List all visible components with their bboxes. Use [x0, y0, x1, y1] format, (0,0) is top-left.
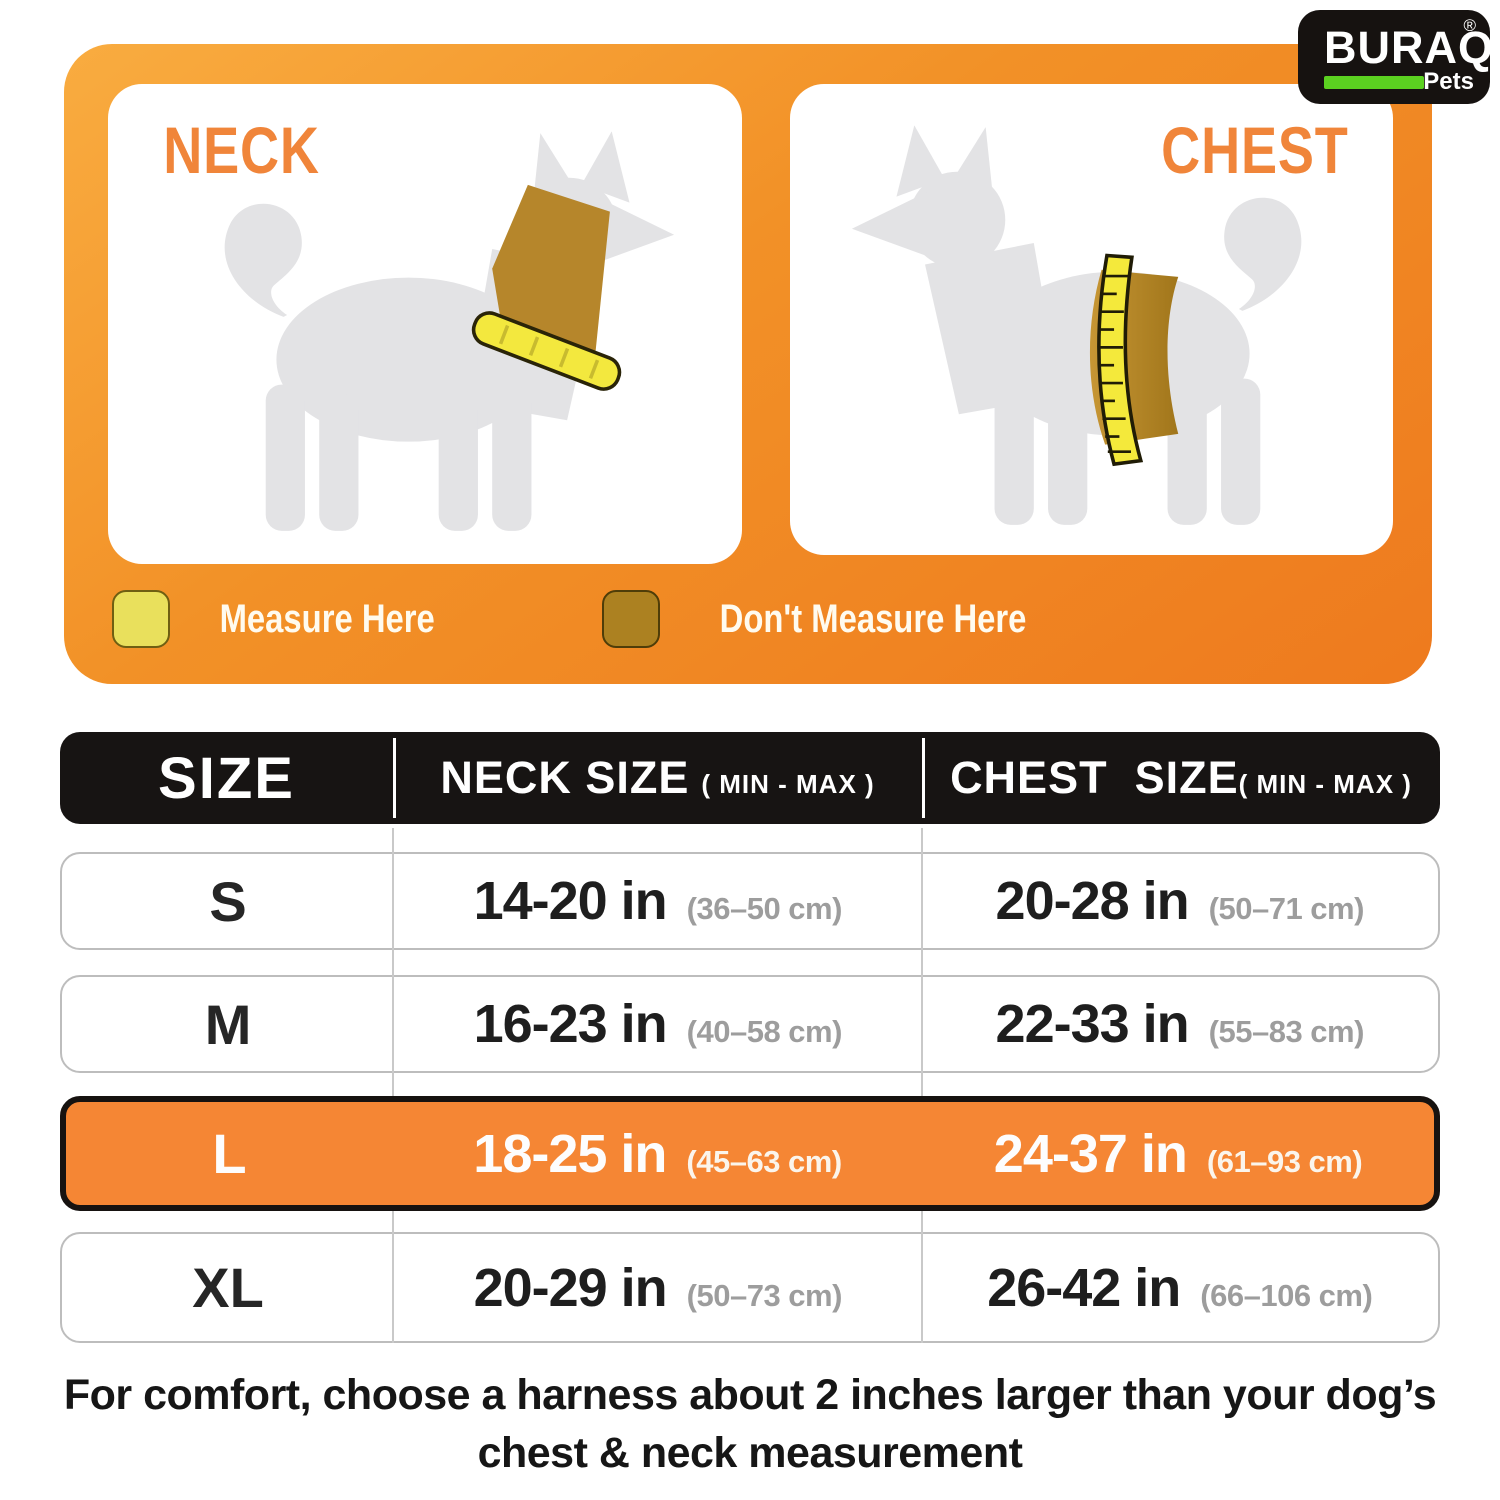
comfort-note-line1: For comfort, choose a harness about 2 in…	[63, 1371, 1437, 1419]
dog-silhouette	[224, 131, 675, 531]
legend: Measure Here Don't Measure Here	[112, 590, 1060, 648]
neck-inches: 14-20 in	[473, 871, 668, 931]
comfort-note: For comfort, choose a harness about 2 in…	[50, 1366, 1450, 1482]
table-row-l-highlighted: L 18-25 in (45–63 cm) 24-37 in (61–93 cm…	[60, 1096, 1440, 1211]
dont-measure-here-label: Don't Measure Here	[720, 596, 1027, 641]
chest-inches: 22-33 in	[995, 994, 1190, 1054]
header-divider	[922, 738, 925, 818]
chest-heading: CHEST	[1161, 113, 1349, 187]
neck-diagram-card: NECK	[108, 84, 742, 564]
brand-logo: BURAQ ® Pets	[1298, 10, 1493, 104]
header-neck-minmax: ( MIN - MAX )	[701, 769, 875, 799]
chest-cm: (50–71 cm)	[1208, 891, 1365, 926]
neck-inches: 20-29 in	[473, 1257, 668, 1318]
size-label: M	[204, 992, 252, 1056]
header-size: SIZE	[158, 745, 295, 811]
header-chest-minmax: ( MIN - MAX )	[1238, 769, 1412, 799]
column-divider	[392, 828, 394, 1343]
chest-cm: (55–83 cm)	[1208, 1014, 1365, 1049]
column-divider	[921, 828, 923, 1343]
table-row-xl: XL 20-29 in (50–73 cm) 26-42 in (66–106 …	[60, 1232, 1440, 1343]
chest-cm: (61–93 cm)	[1206, 1143, 1363, 1179]
measure-here-label: Measure Here	[219, 596, 435, 641]
chest-inches: 20-28 in	[995, 871, 1190, 931]
chest-diagram-card: CHEST	[790, 84, 1393, 555]
table-header: SIZE NECK SIZE ( MIN - MAX ) CHEST SIZE …	[60, 732, 1440, 824]
neck-inches: 18-25 in	[473, 1123, 667, 1184]
brand-name: BURAQ	[1324, 22, 1494, 73]
brand-subtitle: Pets	[1423, 68, 1474, 95]
chest-inches: 26-42 in	[987, 1257, 1181, 1318]
comfort-note-line2: chest & neck measurement	[477, 1429, 1023, 1478]
neck-measure-collar	[471, 311, 622, 391]
dont-measure-here-swatch-icon	[602, 590, 661, 648]
dog-silhouette	[851, 125, 1302, 525]
measuring-tape	[1097, 253, 1144, 467]
chest-inches: 24-37 in	[993, 1123, 1188, 1184]
logo-green-bar	[1324, 76, 1424, 89]
neck-dont-measure-band	[492, 184, 610, 351]
neck-cm: (45–63 cm)	[686, 1143, 842, 1179]
table-row-m: M 16-23 in (40–58 cm) 22-33 in (55–83 cm…	[60, 975, 1440, 1073]
dog-chest-illustration	[851, 125, 1302, 525]
neck-cm: (36–50 cm)	[686, 891, 843, 926]
header-chest-size: CHEST SIZE	[950, 752, 1239, 803]
neck-heading: NECK	[163, 113, 320, 187]
registered-trademark-icon: ®	[1463, 16, 1476, 35]
neck-inches: 16-23 in	[473, 994, 668, 1054]
size-label: XL	[192, 1256, 264, 1319]
neck-cm: (40–58 cm)	[686, 1014, 843, 1049]
header-neck-size: NECK SIZE	[440, 752, 690, 803]
measuring-tape-ticks	[1099, 274, 1131, 454]
header-divider	[393, 738, 396, 818]
size-label: L	[212, 1122, 247, 1185]
size-label: S	[209, 869, 247, 933]
neck-cm: (50–73 cm)	[686, 1277, 843, 1313]
measure-here-swatch-icon	[112, 590, 170, 648]
measurement-diagram-panel: NECK	[64, 44, 1432, 684]
dog-neck-illustration	[224, 131, 675, 531]
table-row-s: S 14-20 in (36–50 cm) 20-28 in (50–71 cm…	[60, 852, 1440, 950]
chest-cm: (66–106 cm)	[1200, 1277, 1373, 1313]
